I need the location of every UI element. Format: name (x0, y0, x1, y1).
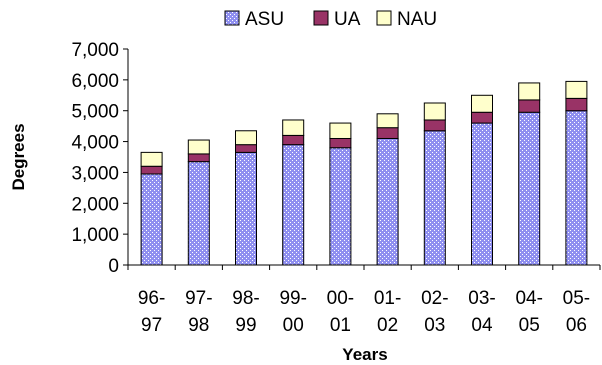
x-tick-label: 02- (421, 288, 448, 309)
bar-segment-asu (329, 147, 352, 266)
bar-segment-nau (565, 80, 588, 99)
legend: ASU UA NAU (224, 9, 437, 30)
bar-segment-ua (282, 134, 305, 146)
bar-segment-nau (235, 130, 257, 146)
x-tick-label: 99 (235, 315, 256, 336)
bar-segment-nau (329, 122, 352, 139)
x-tick-label: 01- (374, 288, 401, 309)
x-tick-label: 00 (283, 315, 304, 336)
x-tick-label: 03- (468, 288, 495, 309)
bar-segment-ua (565, 97, 588, 112)
bar-segment-ua (140, 165, 163, 175)
bar-segment-ua (471, 111, 493, 124)
bar-segment-nau (187, 139, 210, 155)
y-axis-ticks: 0 1,000 2,000 3,000 4,000 5,000 6,000 7,000 (71, 40, 128, 277)
x-tick-label: 00- (327, 288, 354, 309)
legend-swatch-ua (313, 10, 329, 26)
x-tick-label: 97 (141, 315, 162, 336)
y-tick-label: 4,000 (71, 133, 119, 154)
bar-segment-ua (423, 119, 446, 132)
y-tick-label: 2,000 (71, 194, 119, 215)
bar-segment-asu (376, 137, 399, 266)
bar-segment-nau (140, 151, 163, 167)
x-tick-label: 99- (279, 288, 306, 309)
bar-segment-ua (518, 99, 541, 113)
y-tick-label: 6,000 (71, 71, 119, 92)
x-tick-label: 96- (138, 288, 165, 309)
legend-label-ua: UA (334, 9, 361, 30)
x-tick-label: 97- (185, 288, 212, 309)
x-tick-label: 04- (515, 288, 542, 309)
bar-segment-ua (329, 137, 352, 149)
bar-segment-nau (376, 113, 399, 129)
y-tick-label: 3,000 (71, 163, 119, 184)
bar-segment-asu (471, 122, 493, 266)
bar-segment-ua (187, 153, 210, 163)
y-tick-label: 1,000 (71, 225, 119, 246)
x-tick-label: 05- (563, 288, 590, 309)
bar-segment-asu (518, 111, 541, 266)
x-tick-label: 98- (232, 288, 259, 309)
y-tick-label: 5,000 (71, 102, 119, 123)
bar-segment-nau (518, 82, 541, 101)
x-axis-ticks: 96- 97 97- 98 98- 99 99- 00 00- 01 01- 02 02- 03 03- 04… (127, 265, 601, 336)
bar-segment-asu (140, 173, 163, 266)
legend-label-nau: NAU (397, 9, 437, 30)
y-tick-label: 7,000 (71, 40, 119, 61)
bar-segment-asu (565, 110, 588, 266)
x-tick-label: 02 (377, 315, 398, 336)
x-axis-title: Years (342, 345, 387, 364)
x-tick-label: 98 (188, 315, 209, 336)
bar-segment-nau (423, 102, 446, 121)
bar-segment-asu (235, 151, 257, 266)
bar-segment-ua (376, 127, 399, 139)
bar-segment-nau (282, 119, 305, 136)
legend-label-asu: ASU (245, 9, 284, 30)
x-tick-label: 05 (519, 315, 540, 336)
bar-segment-asu (282, 144, 305, 266)
bar-segment-asu (423, 130, 446, 266)
bar-segment-ua (235, 144, 257, 153)
y-axis-title: Degrees (9, 123, 28, 190)
y-tick-label: 0 (108, 256, 119, 277)
bar-segment-asu (187, 161, 210, 266)
legend-swatch-nau (376, 10, 392, 26)
bar-segment-nau (471, 94, 493, 113)
legend-swatch-asu (224, 10, 240, 26)
x-tick-label: 03 (424, 315, 445, 336)
x-tick-label: 04 (471, 315, 493, 336)
x-tick-label: 06 (566, 315, 587, 336)
x-tick-label: 01 (330, 315, 351, 336)
bars (140, 80, 588, 266)
